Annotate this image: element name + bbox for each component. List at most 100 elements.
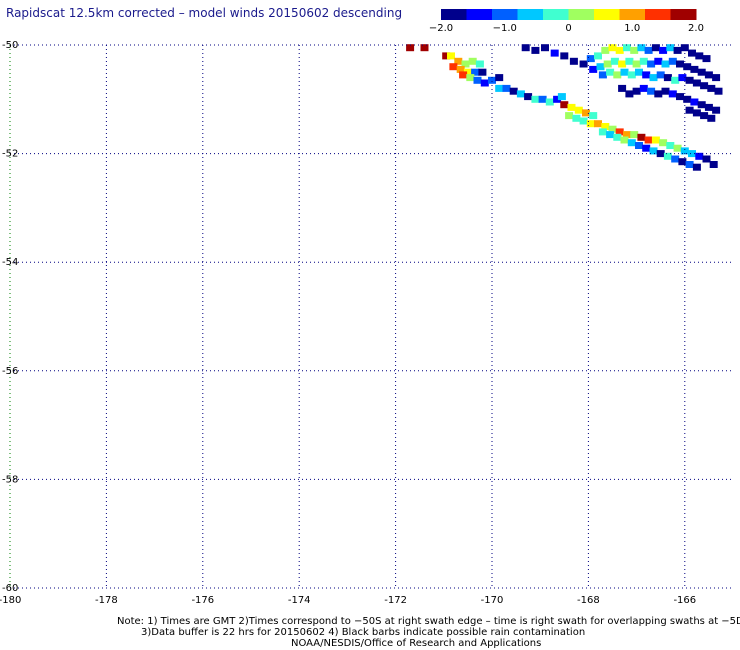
swath-cell [531,46,540,54]
swath-cell [615,46,624,54]
swath-cell [692,79,701,87]
swath-cell [704,103,713,111]
colorbar: −2.0 −1.0 0 1.0 2.0 [429,9,704,34]
swath-cell [709,161,718,168]
swath-cell [620,136,629,144]
swath-cell [620,68,629,76]
swath-cell [502,84,511,92]
swath-cell [656,71,665,79]
swath-cell [651,44,660,52]
swath-cell [601,46,610,54]
swath-cell [704,71,713,79]
swath-cell [557,93,566,101]
lon-tick-label: -180 [0,595,21,606]
swath-cell [635,68,643,76]
swath-cell [663,74,672,82]
swath-cell [495,84,504,92]
swath-cell [618,84,627,92]
swath-cell [688,150,696,158]
swath-cell [632,60,641,68]
swath-cell [632,87,641,95]
swath-cell [671,155,680,163]
swath-cell [707,114,716,122]
swath-cell [692,109,701,117]
swath-cell [463,68,472,76]
swath-cell [651,136,660,144]
swath-cell [468,57,477,65]
swath-cell [610,57,619,65]
lat-tick-label: -50 [2,40,18,51]
swath-cell [601,123,610,130]
swath-cell [594,52,602,60]
lon-tick-label: -176 [191,595,214,606]
swath-cell [695,152,704,160]
swath-cell [608,44,617,52]
lon-tick-label: -170 [481,595,504,606]
swath-cell [690,98,699,106]
swath-cell [712,106,721,114]
swath-cell [661,60,670,68]
colorbar-swatch [543,9,569,20]
swath-cell [685,161,694,168]
swath-cell [608,125,617,133]
swath-cell [420,44,429,52]
swath-cell [567,103,576,111]
swath-cell [618,60,627,68]
map-title: Rapidscat 12.5km corrected – model winds… [6,6,403,20]
colorbar-tick-label: −2.0 [429,23,453,34]
swath-cell [683,95,692,103]
swath-cell [488,76,496,84]
colorbar-tick-label: 2.0 [688,23,704,34]
swath-cell [644,136,653,144]
swath-cell [654,57,663,65]
swath-cell [639,84,648,92]
swath-cell [637,133,646,141]
swath-cell [524,93,533,101]
colorbar-tick-label: −1.0 [493,23,517,34]
swath-cell [565,112,574,120]
swath-cell [586,55,595,63]
swath-cell [654,90,663,98]
swath-cell [574,106,583,114]
swath-cell [509,87,518,95]
swath-cell [635,142,643,149]
colorbar-swatch [517,9,544,20]
lat-tick-label: -52 [2,149,18,160]
lat-tick-label: -60 [2,583,18,594]
swath-cell [666,142,675,149]
swath-cell [454,57,463,65]
swath-cell [582,109,590,117]
swath-cell [697,68,706,76]
swath-cell [637,44,646,52]
swath-cell [579,60,588,68]
swath-cell [673,144,682,152]
wind-difference-swath [406,44,723,171]
swath-cell [553,95,562,103]
swath-cell [466,74,475,82]
lon-tick-label: -178 [95,595,118,606]
lon-tick-label: -166 [673,595,696,606]
swath-cell [579,117,588,125]
swath-cell [627,71,636,79]
colorbar-swatch [645,9,671,20]
swath-cell [676,60,684,68]
swath-cell [702,155,711,163]
lat-tick-label: -56 [2,366,18,377]
swath-cell [685,106,694,114]
swath-cell [613,133,622,141]
colorbar-swatch [466,9,493,20]
swath-cell [649,74,658,82]
swath-cell [625,90,634,98]
swath-cell [560,101,569,109]
lon-tick-label: -172 [384,595,407,606]
swath-cell [531,95,540,103]
swath-cell [661,87,670,95]
swath-cell [473,76,482,84]
swath-cell [475,60,484,68]
swath-cell [615,128,624,136]
swath-cell [668,57,677,65]
lat-lon-grid [9,44,733,589]
colorbar-tick-label: 0 [565,23,571,34]
swath-cell [683,63,692,71]
